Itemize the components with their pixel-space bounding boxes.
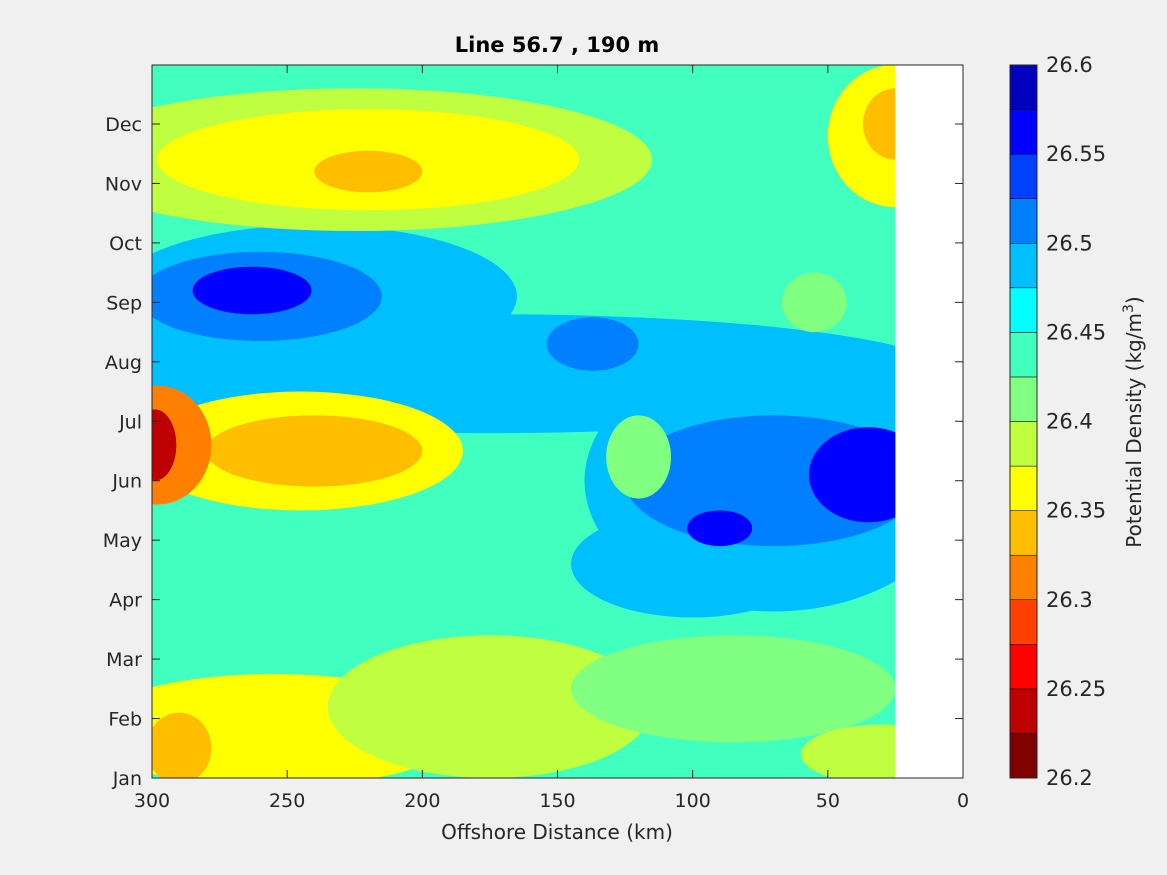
colorbar-tick-label: 26.55 [1046, 142, 1106, 166]
y-tick-label: Oct [109, 233, 142, 255]
y-tick-label: Dec [105, 114, 142, 136]
colorbar-tick-label: 26.5 [1046, 231, 1093, 255]
colorbar-tick-label: 26.35 [1046, 499, 1106, 523]
x-axis: 300 250 200 150 100 50 0 [134, 65, 969, 812]
colorbar-tick-label: 26.45 [1046, 320, 1106, 344]
x-tick-label: 200 [404, 790, 440, 812]
x-tick-label: 0 [957, 790, 969, 812]
y-tick-label: Sep [106, 292, 142, 314]
y-tick-label: Apr [109, 590, 142, 612]
contour-region [192, 266, 312, 315]
colorbar-tick-label: 26.4 [1046, 410, 1093, 434]
colorbar-swatch [1009, 332, 1038, 378]
colorbar-swatch [1009, 287, 1038, 333]
colorbar-tick-label: 26.2 [1046, 766, 1093, 790]
contour-fills [152, 65, 897, 778]
colorbar-swatch [1009, 153, 1038, 199]
colorbar: 26.6 26.55 26.5 26.45 26.4 26.35 26.3 26.25 26.2 [1009, 53, 1106, 790]
contour-region [546, 317, 639, 371]
y-axis: Jan Feb Mar Apr May Jun Jul Aug Sep Oct Nov Dec [103, 114, 963, 790]
colorbar-swatch [1009, 198, 1038, 244]
colorbar-tick-label: 26.6 [1046, 53, 1093, 77]
contour-region [206, 415, 423, 487]
x-tick-label: 250 [269, 790, 305, 812]
contour-region [781, 272, 847, 333]
colorbar-swatch [1009, 599, 1038, 645]
contour-region [327, 635, 653, 778]
colorbar-swatch [1009, 688, 1038, 734]
colorbar-swatch [1009, 64, 1038, 110]
colorbar-frame [1009, 64, 1038, 779]
y-tick-label: Feb [108, 709, 142, 731]
y-tick-label: May [103, 530, 142, 552]
contour-region [571, 635, 896, 743]
contour-region [152, 409, 177, 481]
contour-region [808, 427, 897, 523]
contour-region [606, 415, 672, 499]
colorbar-tick-label: 26.25 [1046, 677, 1106, 701]
x-tick-label: 100 [675, 790, 711, 812]
colorbar-label: Potential Density (kg/m3) [1121, 296, 1146, 547]
colorbar-swatch [1009, 733, 1038, 779]
colorbar-swatch [1009, 109, 1038, 155]
colorbar-tick-label: 26.3 [1046, 588, 1093, 612]
contour-region [152, 712, 212, 778]
x-axis-label: Offshore Distance (km) [441, 820, 673, 844]
x-tick-label: 150 [539, 790, 575, 812]
colorbar-swatch [1009, 465, 1038, 511]
y-tick-label: Aug [105, 352, 142, 374]
y-tick-label: Nov [105, 173, 142, 195]
colorbar-swatch [1009, 554, 1038, 600]
colorbar-swatch [1009, 376, 1038, 422]
y-tick-label: Mar [106, 649, 142, 671]
contour-region [862, 88, 897, 160]
x-tick-label: 300 [134, 790, 170, 812]
colorbar-swatch [1009, 510, 1038, 556]
chart-title: Line 56.7 , 190 m [455, 33, 660, 57]
contour-region [800, 724, 897, 778]
colorbar-swatch [1009, 243, 1038, 289]
y-tick-label: Jul [118, 411, 142, 433]
contour-region [687, 510, 753, 547]
y-tick-label: Jan [112, 768, 142, 790]
y-tick-label: Jun [111, 471, 142, 493]
no-data-region [895, 65, 897, 778]
contour-region [314, 150, 423, 193]
contour-region [152, 385, 212, 505]
colorbar-swatch [1009, 421, 1038, 467]
colorbar-swatch [1009, 644, 1038, 690]
x-tick-label: 50 [816, 790, 840, 812]
